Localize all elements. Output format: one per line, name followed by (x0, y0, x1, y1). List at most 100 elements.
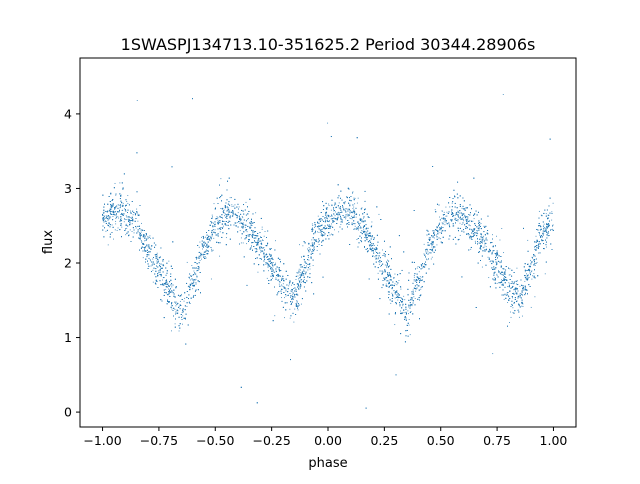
data-point (119, 182, 121, 184)
data-point (214, 229, 216, 231)
data-point (285, 287, 287, 289)
data-point (441, 210, 443, 212)
data-point (522, 305, 524, 307)
data-point (288, 283, 290, 285)
data-point (340, 221, 342, 223)
data-point (137, 225, 139, 227)
data-point (339, 214, 341, 216)
data-point (130, 211, 132, 213)
data-point (234, 204, 236, 206)
data-point (309, 249, 311, 251)
data-point (517, 309, 519, 311)
data-point (272, 269, 274, 271)
data-point (127, 216, 129, 218)
data-point (542, 236, 544, 237)
data-point (299, 282, 301, 283)
data-point (361, 227, 363, 229)
data-point (171, 290, 172, 292)
data-point (131, 231, 133, 232)
data-point (545, 246, 547, 248)
data-point (461, 207, 463, 209)
data-point (297, 309, 299, 311)
data-point (526, 269, 528, 271)
data-point (417, 285, 419, 287)
data-point (403, 295, 405, 297)
data-point (522, 303, 524, 305)
data-point (275, 262, 277, 264)
data-point (508, 298, 510, 300)
data-point (115, 194, 117, 196)
data-point (521, 305, 523, 307)
data-point (398, 280, 400, 281)
data-point (215, 223, 216, 225)
data-point (437, 231, 439, 233)
chart-title: 1SWASPJ134713.10-351625.2 Period 30344.2… (121, 35, 536, 54)
data-point (222, 225, 224, 227)
data-point (425, 258, 427, 260)
data-point (300, 269, 301, 271)
data-point (271, 248, 272, 250)
data-point (354, 197, 356, 199)
data-point (313, 247, 315, 249)
data-point (193, 270, 195, 272)
data-point (386, 261, 387, 263)
data-point (451, 211, 453, 213)
data-point (357, 221, 359, 223)
data-point (330, 218, 332, 220)
data-point (413, 296, 415, 298)
data-point (530, 271, 532, 273)
data-point (225, 237, 227, 239)
data-point (211, 235, 213, 237)
data-point (201, 258, 202, 260)
data-point (384, 264, 386, 266)
data-point (532, 275, 534, 277)
data-point (261, 226, 263, 228)
data-point (419, 278, 421, 280)
data-point (270, 268, 272, 270)
data-point (195, 267, 197, 268)
data-point (516, 283, 517, 285)
data-point (229, 216, 231, 218)
data-point (417, 266, 419, 268)
data-point (362, 217, 364, 219)
data-point (499, 239, 501, 241)
data-point (534, 264, 536, 266)
data-point (373, 248, 375, 249)
data-point (533, 254, 535, 256)
data-point (525, 286, 527, 288)
data-point (168, 260, 170, 262)
data-point (413, 280, 415, 282)
data-point (360, 226, 362, 228)
data-point (200, 253, 201, 255)
data-point (528, 268, 530, 270)
data-point (122, 209, 124, 211)
data-point (346, 223, 347, 225)
data-point (244, 226, 246, 228)
data-point (299, 272, 301, 274)
data-point (174, 308, 176, 310)
data-point (290, 296, 292, 297)
data-point (344, 201, 346, 203)
data-point (232, 215, 234, 216)
data-point (484, 244, 486, 246)
data-point (115, 214, 117, 216)
data-point (309, 268, 311, 270)
data-point (250, 226, 252, 228)
data-point (317, 215, 319, 217)
data-point (330, 233, 332, 235)
data-point (224, 215, 226, 217)
data-point (434, 209, 436, 211)
data-point (481, 234, 483, 236)
data-point (350, 218, 352, 220)
data-point (399, 305, 401, 307)
data-point (222, 217, 223, 219)
data-point (260, 243, 262, 245)
data-point (443, 217, 445, 219)
data-point (152, 269, 154, 271)
data-point (221, 208, 223, 210)
data-point (543, 227, 545, 229)
data-point (240, 237, 242, 239)
data-point (503, 277, 505, 279)
data-point (246, 231, 248, 233)
data-point (110, 216, 112, 218)
